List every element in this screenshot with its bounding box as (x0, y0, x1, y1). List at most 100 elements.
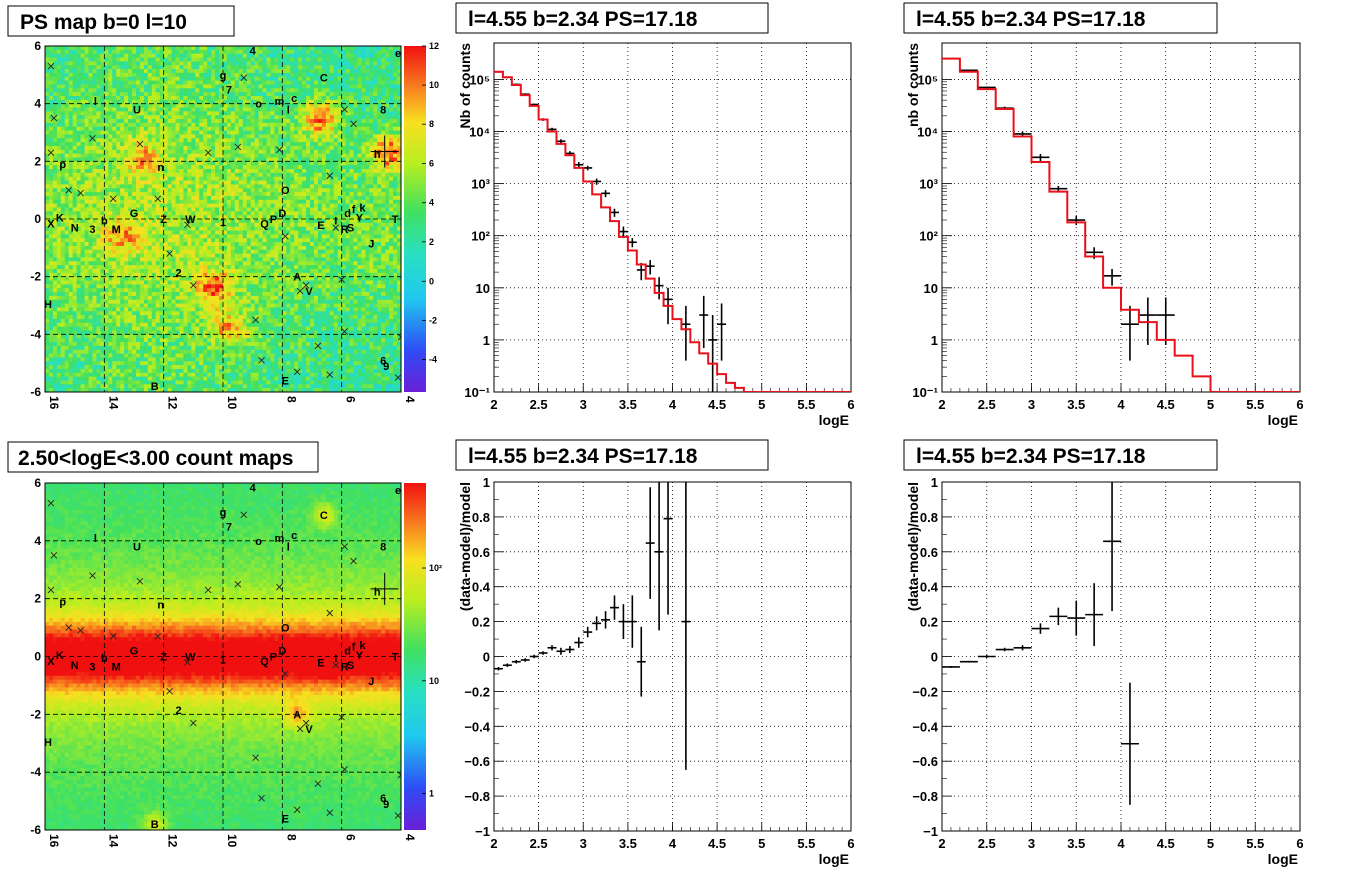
heatmap-cell (104, 380, 109, 385)
heatmap-cell (155, 176, 161, 181)
heatmap-cell (246, 249, 252, 254)
heatmap-cell (108, 211, 113, 216)
heatmap-cell (120, 384, 125, 389)
heatmap-cell (250, 357, 256, 362)
heatmap-cell (163, 119, 169, 124)
heatmap-cell (242, 138, 248, 143)
heatmap-cell (219, 368, 224, 374)
heatmap-cell (96, 199, 101, 205)
heatmap-cell (187, 126, 192, 131)
heatmap-cell (56, 280, 62, 285)
heatmap-cell (191, 115, 196, 120)
heatmap-cell (167, 322, 172, 328)
heatmap-cell (254, 272, 259, 278)
heatmap-cell (254, 76, 259, 81)
heatmap-cell (72, 376, 78, 381)
heatmap-cell (199, 376, 204, 381)
heatmap-cell (199, 295, 204, 301)
heatmap-cell (179, 261, 184, 266)
heatmap-cell (258, 295, 263, 301)
heatmap-cell (68, 145, 74, 151)
heatmap-cell (76, 222, 81, 228)
heatmap-cell (116, 115, 121, 120)
heatmap-cell (64, 353, 70, 358)
heatmap-cell (132, 111, 137, 116)
heatmap-cell (124, 180, 129, 185)
heatmap-cell (175, 149, 180, 155)
heatmap-cell (191, 84, 196, 89)
heatmap-cell (226, 257, 232, 262)
heatmap-cell (163, 380, 169, 385)
heatmap-cell (155, 84, 161, 89)
heatmap-cell (56, 65, 62, 70)
heatmap-cell (230, 211, 236, 216)
heatmap-cell (171, 153, 176, 158)
heatmap-cell (207, 103, 212, 108)
heatmap-cell (104, 284, 109, 289)
heatmap-cell (151, 276, 157, 281)
heatmap-cell (84, 165, 89, 170)
heatmap-cell (84, 103, 89, 108)
heatmap-cell (223, 280, 228, 285)
heatmap-cell (163, 299, 169, 304)
heatmap-cell (254, 180, 259, 185)
heatmap-cell (191, 249, 196, 254)
heatmap-cell (167, 230, 172, 235)
heatmap-cell (207, 72, 212, 78)
heatmap-cell (250, 345, 256, 351)
heatmap-cell (108, 303, 113, 308)
heatmap-cell (195, 234, 200, 239)
heatmap-cell (56, 180, 62, 185)
heatmap-cell (234, 176, 240, 181)
heatmap-cell (199, 380, 204, 385)
heatmap-cell (139, 88, 145, 93)
heatmap-cell (132, 172, 137, 178)
heatmap-cell (100, 195, 105, 201)
heatmap-cell (100, 49, 105, 55)
heatmap-cell (179, 126, 184, 131)
heatmap-cell (238, 322, 244, 328)
heatmap-cell (262, 184, 267, 189)
heatmap-cell (112, 176, 117, 181)
heatmap-cell (76, 188, 81, 193)
heatmap-cell (112, 80, 117, 85)
heatmap-cell (104, 138, 109, 143)
heatmap-cell (72, 103, 78, 108)
heatmap-cell (167, 130, 172, 135)
heatmap-cell (226, 249, 232, 254)
heatmap-cell (211, 334, 216, 339)
heatmap-cell (226, 315, 232, 320)
heatmap-cell (88, 157, 93, 162)
heatmap-cell (183, 134, 188, 139)
heatmap-cell (223, 176, 228, 181)
heatmap-cell (258, 276, 263, 281)
heatmap-cell (128, 222, 133, 228)
heatmap-cell (60, 295, 66, 301)
heatmap-cell (242, 384, 248, 389)
heatmap-cell (108, 65, 113, 70)
heatmap-cell (230, 126, 236, 131)
heatmap-cell (56, 292, 62, 297)
heatmap-cell (155, 303, 161, 308)
heatmap-cell (163, 122, 169, 128)
heatmap-cell (88, 215, 93, 220)
heatmap-cell (179, 265, 184, 270)
heatmap-cell (68, 122, 74, 128)
heatmap-cell (191, 215, 196, 220)
heatmap-cell (124, 161, 129, 166)
heatmap-cell (120, 142, 125, 147)
heatmap-cell (226, 230, 232, 235)
heatmap-cell (100, 226, 105, 231)
heatmap-cell (151, 119, 157, 124)
heatmap-cell (52, 176, 58, 181)
heatmap-cell (80, 380, 85, 385)
heatmap-cell (234, 357, 240, 362)
heatmap-cell (179, 188, 184, 193)
heatmap-cell (215, 215, 220, 220)
heatmap-cell (143, 61, 149, 66)
heatmap-cell (246, 322, 252, 328)
heatmap-cell (132, 92, 137, 97)
heatmap-cell (226, 203, 232, 208)
heatmap-cell (64, 180, 70, 185)
heatmap-cell (246, 261, 252, 266)
